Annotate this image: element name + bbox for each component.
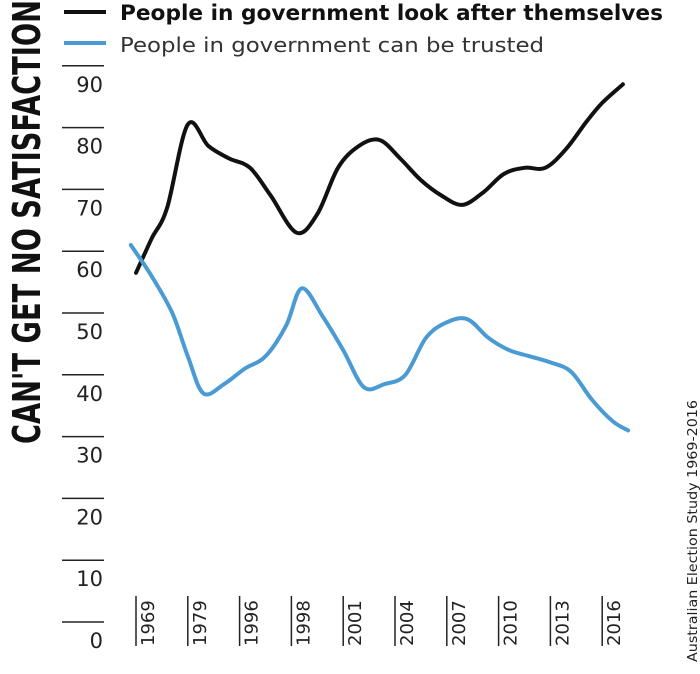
x-tick-label: 1979 (190, 600, 211, 646)
chart-title: CAN'T GET NO SATISFACTION (5, 0, 49, 444)
series-layer (128, 82, 631, 433)
legend: People in government look after themselv… (64, 1, 663, 57)
y-tick-label: 90 (76, 73, 103, 97)
x-tick-label: 1969 (138, 600, 159, 646)
series-line-can-be-trusted (128, 243, 631, 433)
x-tick-label: 2001 (345, 600, 366, 646)
legend-label-can-be-trusted: People in government can be trusted (120, 33, 544, 57)
x-tick-label: 2007 (449, 600, 470, 646)
y-tick-label: 20 (76, 505, 103, 529)
x-tick-label: 2016 (604, 600, 625, 646)
x-tick-label: 1996 (242, 600, 263, 646)
x-tick-label: 2004 (397, 600, 418, 646)
y-tick-label: 80 (76, 135, 103, 159)
y-tick-label: 30 (76, 444, 103, 468)
y-tick-label: 50 (76, 320, 103, 344)
source-note: Australian Election Study 1969-2016 (686, 400, 700, 662)
series-line-look-after-themselves (134, 82, 625, 275)
x-tick-label: 1998 (293, 600, 314, 646)
x-axis: 1969 1979 1996 1998 2001 2004 2007 2010 2013 2016 (135, 596, 625, 646)
y-tick-label: 70 (76, 196, 103, 220)
y-tick-label: 60 (76, 258, 103, 282)
x-tick-label: 2013 (552, 600, 573, 646)
y-tick-label: 40 (76, 382, 103, 406)
legend-label-look-after-themselves: People in government look after themselv… (120, 1, 663, 25)
y-tick-label: 0 (90, 629, 103, 653)
y-axis: 90 80 70 60 50 40 30 20 10 0 (62, 65, 104, 653)
y-tick-label: 10 (76, 567, 103, 591)
x-tick-label: 2010 (501, 600, 522, 646)
